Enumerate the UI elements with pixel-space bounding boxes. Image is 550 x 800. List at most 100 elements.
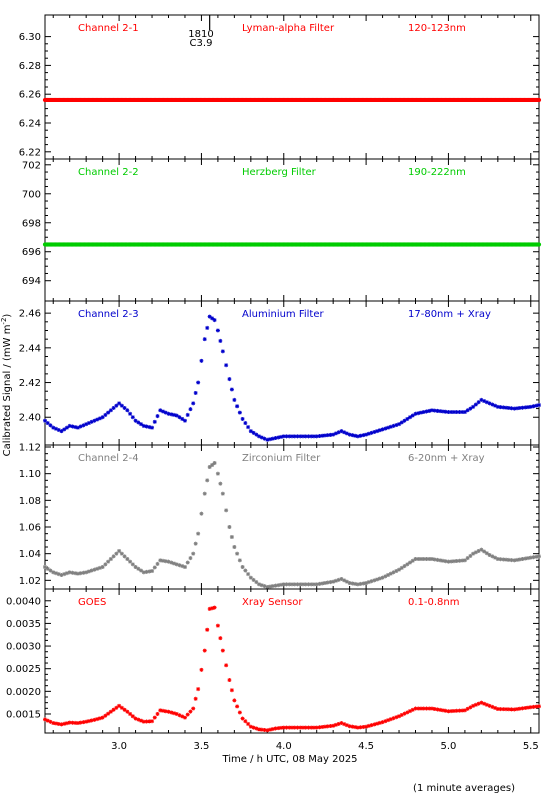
data-point [97,716,102,721]
data-point [166,709,171,714]
data-point [128,711,133,716]
data-point [117,703,122,708]
data-point [320,433,325,438]
data-point [215,328,220,333]
data-point [517,557,522,562]
data-point [276,726,281,731]
panel-label: 17-80nm + Xray [408,309,491,320]
data-point [487,703,492,708]
data-point [386,573,391,577]
data-point [48,568,53,573]
data-point [309,582,314,587]
data-point [438,707,443,712]
data-point [300,434,305,439]
data-point [212,461,217,465]
data-point [462,558,467,563]
data-point [358,581,363,586]
data-point [386,425,391,430]
data-point [388,717,393,722]
data-point [454,708,459,713]
data-point [262,584,267,589]
data-point [141,570,146,575]
data-point [106,410,111,415]
data-point [303,434,308,439]
y-tick-label: 702 [22,160,41,171]
data-point [331,723,336,728]
data-point [534,403,539,408]
data-point [147,719,152,724]
data-point [227,678,232,683]
data-point [193,541,198,546]
data-point [432,707,437,711]
data-point [325,433,330,438]
data-point [207,465,212,469]
data-point [295,725,300,730]
data-point [432,408,437,413]
data-point [144,569,149,574]
data-point [512,558,517,563]
data-point [482,701,487,706]
data-point [177,415,182,420]
data-point [517,405,522,410]
y-tick-label: 1.06 [19,523,41,534]
y-axis-label-main: Calibrated Signal / (mW m [2,325,13,457]
data-point [290,725,294,730]
data-point [523,405,528,410]
data-point [251,725,256,730]
data-point [191,401,196,406]
data-point [394,423,399,428]
data-point [416,411,421,416]
data-point [509,558,514,563]
data-point [273,726,278,731]
data-point [119,705,124,710]
data-point [265,437,270,442]
panel-4: 1.02 1.04 1.06 1.08 1.10 1.12 Channel 2-4 Zirco… [19,443,541,590]
panel-label: 190-222nm [408,167,466,178]
data-point [150,425,155,430]
data-point [139,422,144,427]
x-tick-label: 5.5 [523,741,539,752]
data-point [196,380,201,385]
data-point [182,565,187,569]
panel-label: Channel 2-2 [78,167,139,178]
data-point [51,425,56,430]
data-point [394,569,399,573]
y-tick-label: 6.30 [19,32,41,43]
data-point [141,423,146,428]
data-point [196,687,201,692]
data-point [199,511,204,516]
data-point [62,572,67,577]
data-point [440,409,445,414]
y-axis-label-exponent: -2 [0,318,8,325]
data-point [457,708,462,713]
y-tick-label: 2.46 [19,309,41,320]
data-point [166,559,171,564]
data-point [410,413,415,418]
data-point [100,715,105,720]
data-point [460,708,465,713]
data-point [534,554,539,559]
data-point [75,571,80,576]
data-point [347,581,352,585]
data-point [350,581,355,586]
data-point [191,551,196,556]
data-point [84,422,89,427]
data-point [476,701,481,706]
data-point [391,570,396,575]
data-point [375,577,380,582]
data-point [169,412,174,417]
data-point [212,318,217,323]
data-point [391,423,396,428]
data-point [449,709,454,714]
data-point [180,416,185,421]
y-axis-label-close: ) [2,314,13,318]
data-point [202,337,207,342]
data-point [75,425,80,430]
data-point [53,721,58,726]
data-point [254,580,259,585]
data-point [103,562,108,567]
data-point [108,557,113,561]
data-point [276,435,281,440]
y-tick-label: 2.40 [19,413,41,424]
data-point [117,401,122,406]
